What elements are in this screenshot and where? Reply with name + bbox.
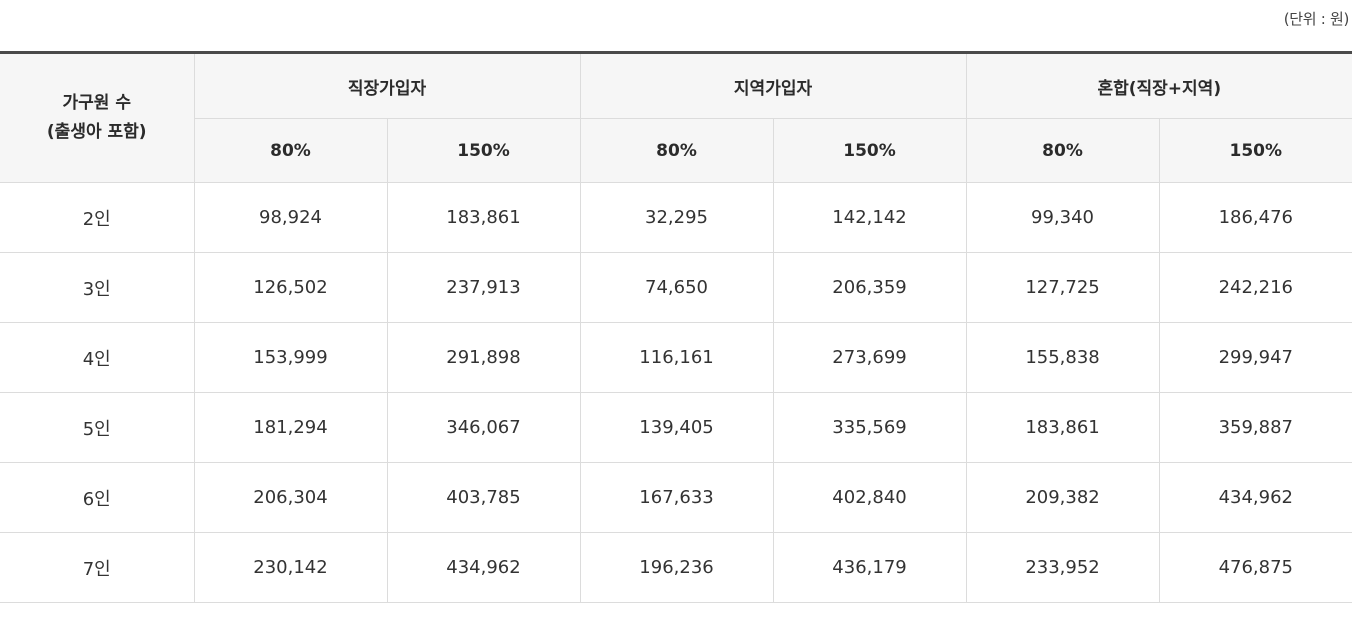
table-cell: 230,142 — [193, 532, 388, 603]
row-household: 5인 — [0, 392, 195, 463]
header-group-mixed: 혼합(직장+지역) — [965, 52, 1353, 119]
table-cell: 233,952 — [965, 532, 1160, 603]
table-cell: 127,725 — [965, 252, 1160, 323]
table-row: 6인 206,304 403,785 167,633 402,840 209,3… — [0, 462, 1353, 533]
table-row: 7인 230,142 434,962 196,236 436,179 233,9… — [0, 532, 1353, 603]
table-cell: 237,913 — [386, 252, 581, 323]
row-household: 2인 — [0, 182, 195, 253]
table-cell: 167,633 — [579, 462, 774, 533]
table-cell: 181,294 — [193, 392, 388, 463]
table-cell: 242,216 — [1158, 252, 1353, 323]
header-row-percent: 80% 150% 80% 150% 80% 150% — [0, 118, 1353, 183]
header-group-employee: 직장가입자 — [193, 52, 581, 119]
table-cell: 74,650 — [579, 252, 774, 323]
header-household-line1: 가구원 수 — [62, 93, 131, 113]
header-sub: 150% — [1158, 118, 1353, 183]
header-sub: 80% — [194, 118, 388, 183]
table-cell: 142,142 — [772, 182, 967, 253]
table-cell: 359,887 — [1158, 392, 1353, 463]
table-cell: 186,476 — [1158, 182, 1353, 253]
table-cell: 196,236 — [579, 532, 774, 603]
table-cell: 402,840 — [772, 462, 967, 533]
table-cell: 434,962 — [386, 532, 581, 603]
table-cell: 153,999 — [193, 322, 388, 393]
table-cell: 206,304 — [193, 462, 388, 533]
table-row: 2인 98,924 183,861 32,295 142,142 99,340 … — [0, 182, 1353, 253]
row-household: 3인 — [0, 252, 195, 323]
table-cell: 183,861 — [386, 182, 581, 253]
table-cell: 436,179 — [772, 532, 967, 603]
table-cell: 126,502 — [193, 252, 388, 323]
table-cell: 299,947 — [1158, 322, 1353, 393]
table-cell: 32,295 — [579, 182, 774, 253]
row-household: 7인 — [0, 532, 195, 603]
table-row: 3인 126,502 237,913 74,650 206,359 127,72… — [0, 252, 1353, 323]
header-sub: 80% — [965, 118, 1160, 183]
header-row-groups: 가구원 수 (출생아 포함) 직장가입자 지역가입자 혼합(직장+지역) — [0, 52, 1353, 183]
table-cell: 206,359 — [772, 252, 967, 323]
table-cell: 434,962 — [1158, 462, 1353, 533]
table-cell: 403,785 — [386, 462, 581, 533]
table-cell: 346,067 — [386, 392, 581, 463]
header-sub: 150% — [386, 118, 581, 183]
header-household-line2: (출생아 포함) — [46, 122, 147, 142]
table-cell: 476,875 — [1158, 532, 1353, 603]
header-group-regional: 지역가입자 — [579, 52, 967, 119]
table-cell: 291,898 — [386, 322, 581, 393]
table-header: 가구원 수 (출생아 포함) 직장가입자 지역가입자 혼합(직장+지역) 80%… — [0, 52, 1353, 183]
table-row: 4인 153,999 291,898 116,161 273,699 155,8… — [0, 322, 1353, 393]
table-cell: 116,161 — [579, 322, 774, 393]
table-cell: 209,382 — [965, 462, 1160, 533]
table-cell: 183,861 — [965, 392, 1160, 463]
row-household: 4인 — [0, 322, 195, 393]
header-household: 가구원 수 (출생아 포함) — [0, 52, 195, 183]
table-cell: 335,569 — [772, 392, 967, 463]
table-row: 5인 181,294 346,067 139,405 335,569 183,8… — [0, 392, 1353, 463]
table-cell: 273,699 — [772, 322, 967, 393]
table-body: 2인 98,924 183,861 32,295 142,142 99,340 … — [0, 182, 1353, 603]
table-cell: 99,340 — [965, 182, 1160, 253]
premium-table: 가구원 수 (출생아 포함) 직장가입자 지역가입자 혼합(직장+지역) 80%… — [0, 51, 1353, 603]
header-sub: 150% — [772, 118, 967, 183]
unit-note: (단위 : 원) — [1283, 10, 1350, 28]
row-household: 6인 — [0, 462, 195, 533]
header-sub: 80% — [579, 118, 774, 183]
table-cell: 98,924 — [193, 182, 388, 253]
table-cell: 155,838 — [965, 322, 1160, 393]
table-cell: 139,405 — [579, 392, 774, 463]
